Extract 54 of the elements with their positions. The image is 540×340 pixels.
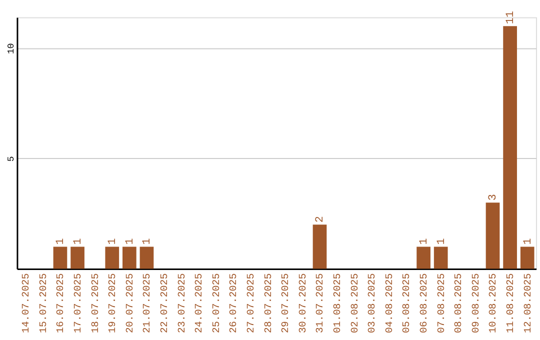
data-label: 11: [505, 10, 518, 24]
bar: [312, 224, 327, 269]
x-tick-label: 04.08.2025: [384, 273, 395, 334]
x-tick-label: 15.07.2025: [38, 273, 49, 334]
x-tick-label: 31.07.2025: [314, 273, 326, 334]
data-label: 1: [142, 238, 154, 245]
x-tick-label: 10.08.2025: [488, 273, 499, 334]
y-tick-label: 10: [6, 43, 16, 54]
x-tick-label: 08.08.2025: [453, 273, 464, 334]
data-label: 2: [314, 216, 327, 223]
x-tick-label: 23.07.2025: [176, 273, 188, 334]
x-tick-label: 20.07.2025: [124, 273, 136, 334]
x-tick-label: 27.07.2025: [246, 273, 257, 334]
bar: [503, 26, 517, 269]
x-tick-label: 12.08.2025: [522, 273, 534, 334]
x-tick-label: 17.07.2025: [72, 273, 84, 334]
x-tick-label: 26.07.2025: [228, 273, 240, 334]
data-label: 1: [55, 238, 68, 245]
bar: [140, 246, 154, 269]
x-tick-label: 24.07.2025: [194, 273, 205, 334]
bar: [122, 246, 136, 269]
x-tick-label: 22.07.2025: [159, 273, 170, 334]
bar: [105, 246, 120, 269]
x-tick-label: 29.07.2025: [280, 273, 292, 334]
x-tick-label: 05.08.2025: [401, 273, 412, 334]
x-tick-label: 18.07.2025: [90, 273, 101, 334]
x-tick-label: 21.07.2025: [142, 273, 153, 334]
data-label: 1: [107, 238, 120, 245]
x-tick-label: 11.08.2025: [505, 273, 516, 334]
data-label: 1: [436, 238, 448, 245]
data-label: 1: [124, 238, 136, 245]
x-tick-label: 01.08.2025: [332, 273, 344, 334]
data-label: 1: [72, 238, 85, 245]
data-label: 1: [522, 238, 534, 245]
x-tick-label: 30.07.2025: [297, 273, 308, 334]
bar: [70, 246, 84, 269]
bar: [486, 202, 500, 269]
x-tick-label: 06.08.2025: [418, 273, 430, 334]
bar: [416, 246, 430, 269]
x-tick-label: 09.08.2025: [470, 273, 482, 334]
data-label: 1: [418, 238, 431, 245]
bar: [53, 246, 68, 269]
x-tick-label: 19.07.2025: [107, 273, 118, 334]
x-tick-label: 25.07.2025: [210, 273, 222, 334]
bar: [434, 246, 448, 269]
x-tick-label: 16.07.2025: [55, 273, 66, 334]
x-tick-label: 28.07.2025: [262, 273, 274, 334]
bar: [520, 246, 534, 269]
data-label: 3: [488, 194, 500, 201]
x-tick-label: 03.08.2025: [366, 273, 378, 334]
y-tick-label: 5: [6, 156, 16, 162]
x-tick-label: 02.08.2025: [349, 273, 360, 334]
x-tick-label: 07.08.2025: [436, 273, 447, 334]
x-tick-label: 14.07.2025: [20, 273, 32, 334]
